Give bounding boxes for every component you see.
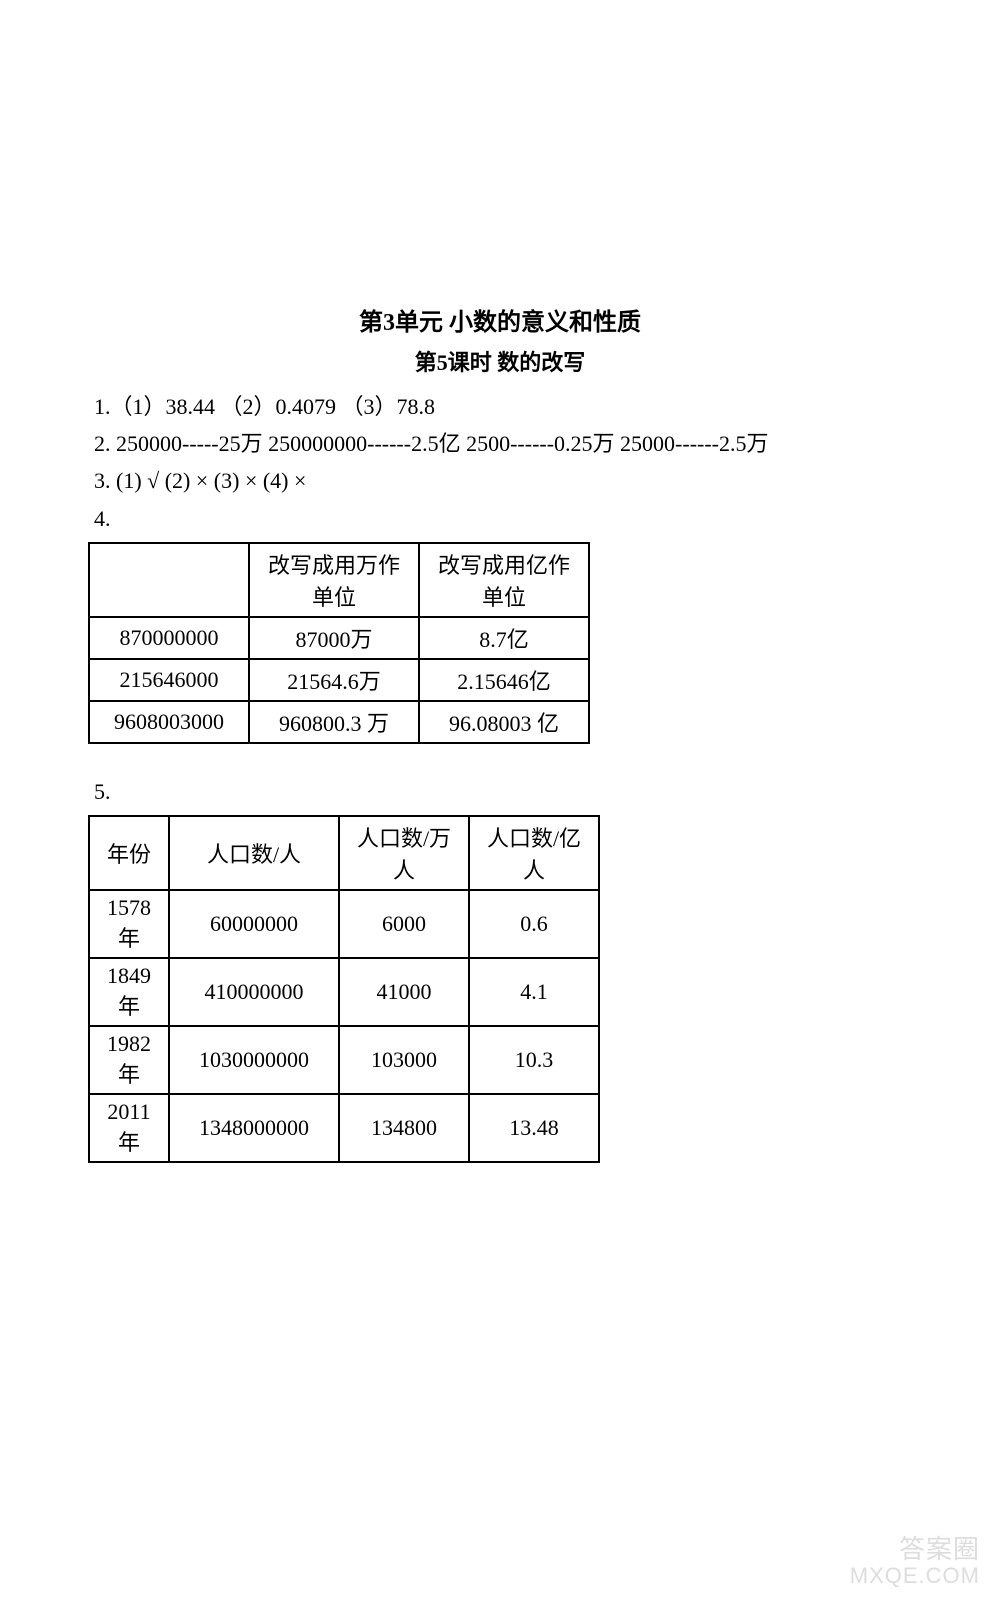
- table-cell: [89, 543, 249, 617]
- table-cell: 960800.3 万: [249, 701, 419, 743]
- table-cell: 87000万: [249, 617, 419, 659]
- table-row: 9608003000 960800.3 万 96.08003 亿: [89, 701, 589, 743]
- table-cell: 8.7亿: [419, 617, 589, 659]
- table-cell: 2.15646亿: [419, 659, 589, 701]
- table-5: 年份 人口数/人 人口数/万人 人口数/亿人 1578年 60000000 60…: [88, 815, 600, 1163]
- table-row: 1982年 1030000000 103000 10.3: [89, 1026, 599, 1094]
- table-cell: 1982年: [89, 1026, 169, 1094]
- table-cell: 人口数/万人: [339, 816, 469, 890]
- table-cell: 60000000: [169, 890, 339, 958]
- table-cell: 4.1: [469, 958, 599, 1026]
- watermark: 答案圈 MXQE.COM: [850, 1535, 980, 1588]
- table-cell: 1849年: [89, 958, 169, 1026]
- table-cell: 96.08003 亿: [419, 701, 589, 743]
- watermark-line: 答案圈: [850, 1535, 980, 1564]
- page-content: 第3单元 小数的意义和性质 第5课时 数的改写 1.（1）38.44 （2）0.…: [0, 0, 1000, 1163]
- table-cell: 人口数/人: [169, 816, 339, 890]
- table-row: 2011年 1348000000 134800 13.48: [89, 1094, 599, 1162]
- table-cell: 410000000: [169, 958, 339, 1026]
- table-cell: 215646000: [89, 659, 249, 701]
- table-cell: 103000: [339, 1026, 469, 1094]
- question-4: 4.: [50, 501, 950, 536]
- question-3: 3. (1) √ (2) × (3) × (4) ×: [50, 463, 950, 498]
- table-cell: 改写成用亿作单位: [419, 543, 589, 617]
- question-2: 2. 250000-----25万 250000000------2.5亿 25…: [50, 426, 950, 461]
- table-cell: 21564.6万: [249, 659, 419, 701]
- table-cell: 改写成用万作单位: [249, 543, 419, 617]
- unit-heading: 第3单元 小数的意义和性质: [50, 302, 950, 337]
- lesson-heading: 第5课时 数的改写: [50, 345, 950, 377]
- table-cell: 2011年: [89, 1094, 169, 1162]
- table-row: 870000000 87000万 8.7亿: [89, 617, 589, 659]
- table-cell: 1578年: [89, 890, 169, 958]
- table-cell: 13.48: [469, 1094, 599, 1162]
- table-row: 改写成用万作单位 改写成用亿作单位: [89, 543, 589, 617]
- table-cell: 年份: [89, 816, 169, 890]
- table-cell: 6000: [339, 890, 469, 958]
- question-1: 1.（1）38.44 （2）0.4079 （3）78.8: [50, 389, 950, 424]
- table-cell: 1348000000: [169, 1094, 339, 1162]
- table-cell: 41000: [339, 958, 469, 1026]
- table-row: 年份 人口数/人 人口数/万人 人口数/亿人: [89, 816, 599, 890]
- table-4: 改写成用万作单位 改写成用亿作单位 870000000 87000万 8.7亿 …: [88, 542, 590, 744]
- table-cell: 1030000000: [169, 1026, 339, 1094]
- table-row: 1578年 60000000 6000 0.6: [89, 890, 599, 958]
- table-cell: 0.6: [469, 890, 599, 958]
- table-cell: 人口数/亿人: [469, 816, 599, 890]
- table-cell: 9608003000: [89, 701, 249, 743]
- question-5: 5.: [50, 774, 950, 809]
- table-cell: 870000000: [89, 617, 249, 659]
- table-cell: 10.3: [469, 1026, 599, 1094]
- table-row: 215646000 21564.6万 2.15646亿: [89, 659, 589, 701]
- watermark-line: MXQE.COM: [850, 1564, 980, 1588]
- table-row: 1849年 410000000 41000 4.1: [89, 958, 599, 1026]
- table-cell: 134800: [339, 1094, 469, 1162]
